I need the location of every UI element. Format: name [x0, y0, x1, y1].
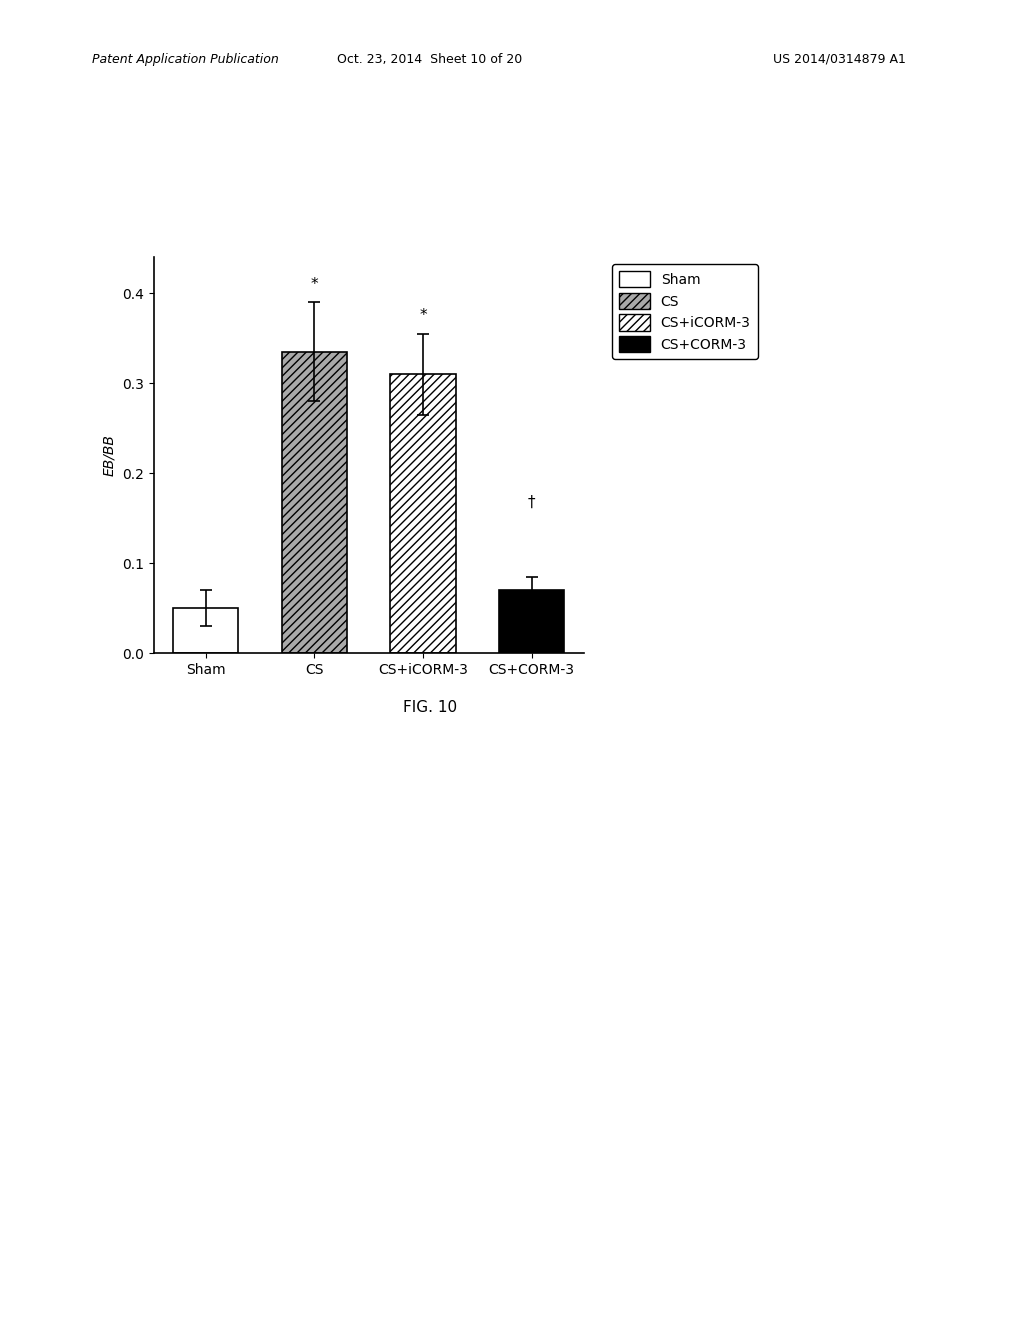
Text: Oct. 23, 2014  Sheet 10 of 20: Oct. 23, 2014 Sheet 10 of 20 [338, 53, 522, 66]
Text: †: † [527, 495, 536, 510]
Y-axis label: EB/BB: EB/BB [102, 434, 117, 477]
Bar [173, 609, 239, 653]
Bar [390, 375, 456, 653]
Text: *: * [419, 308, 427, 323]
Text: US 2014/0314879 A1: US 2014/0314879 A1 [773, 53, 906, 66]
Text: FIG. 10: FIG. 10 [403, 700, 457, 714]
Legend: Sham, CS, CS+iCORM-3, CS+CORM-3: Sham, CS, CS+iCORM-3, CS+CORM-3 [612, 264, 758, 359]
Text: Patent Application Publication: Patent Application Publication [92, 53, 279, 66]
Bar [499, 590, 564, 653]
Bar [282, 352, 347, 653]
Text: *: * [310, 277, 318, 292]
